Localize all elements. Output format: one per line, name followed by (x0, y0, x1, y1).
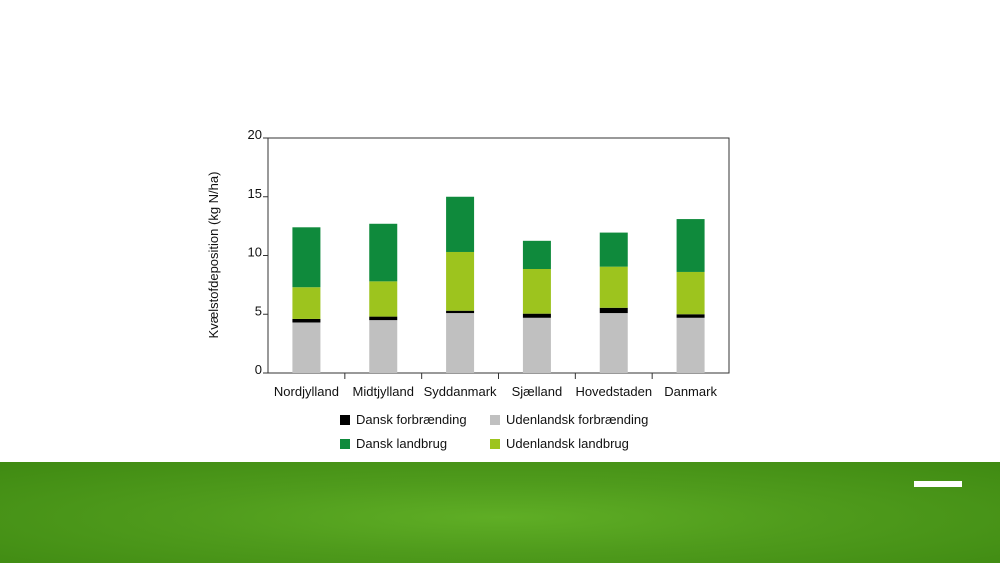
legend-swatch (340, 438, 350, 449)
bar-segment (522, 269, 551, 314)
x-axis: Nordjylland Midtjylland Syddanmark Sjælland… (274, 373, 717, 399)
y-tick-label: 5 (255, 303, 262, 318)
bar-segment (446, 251, 475, 311)
y-axis-label: Kvælstofdeposition (kg N/ha) (206, 172, 221, 339)
bar-segment (292, 322, 321, 373)
y-tick-label: 0 (255, 362, 262, 377)
bar-segment (599, 266, 628, 308)
x-tick-label: Nordjylland (274, 384, 339, 399)
legend-label: Udenlandsk landbrug (506, 436, 629, 451)
legend-swatch (490, 438, 500, 449)
bar-segment (676, 271, 705, 315)
plot-area-frame (267, 137, 730, 374)
bar-segment (446, 310, 475, 314)
bar-segment (599, 232, 628, 267)
legend-swatch (340, 414, 350, 425)
footer-logo-bar (914, 481, 962, 487)
x-tick-label: Syddanmark (424, 384, 497, 399)
bar-segment (369, 316, 398, 321)
footer-band (0, 462, 1000, 563)
bar-segment (446, 313, 475, 373)
y-axis: 0 5 10 15 20 (248, 127, 268, 377)
y-tick-label: 10 (248, 245, 262, 260)
y-tick-label: 15 (248, 186, 262, 201)
bars (292, 196, 705, 373)
bar-segment (522, 240, 551, 270)
x-tick-label: Danmark (664, 384, 717, 399)
y-tick-label: 20 (248, 127, 262, 142)
bar-segment (369, 320, 398, 373)
bar-segment (599, 313, 628, 373)
legend-item: Udenlandsk forbrænding (490, 412, 648, 427)
bar-segment (292, 287, 321, 319)
bar-segment (599, 307, 628, 314)
x-tick-label: Hovedstaden (575, 384, 652, 399)
legend-item: Dansk forbrænding (340, 412, 467, 427)
bar-segment (522, 313, 551, 318)
bar-segment (369, 281, 398, 317)
x-tick-label: Midtjylland (353, 384, 414, 399)
legend-label: Udenlandsk forbrænding (506, 412, 649, 427)
bar-segment (676, 317, 705, 373)
bar-segment (676, 314, 705, 318)
legend-item: Dansk landbrug (340, 436, 447, 451)
legend-item: Udenlandsk landbrug (490, 436, 629, 451)
bar-segment (446, 196, 475, 252)
bar-segment (369, 223, 398, 282)
bar-segment (676, 219, 705, 272)
x-tick-label: Sjælland (512, 384, 563, 399)
bar-segment (522, 317, 551, 373)
legend-label: Dansk forbrænding (356, 412, 467, 427)
legend-swatch (490, 414, 500, 425)
legend-label: Dansk landbrug (356, 436, 448, 451)
bar-segment (292, 318, 321, 323)
bar-segment (292, 227, 321, 288)
